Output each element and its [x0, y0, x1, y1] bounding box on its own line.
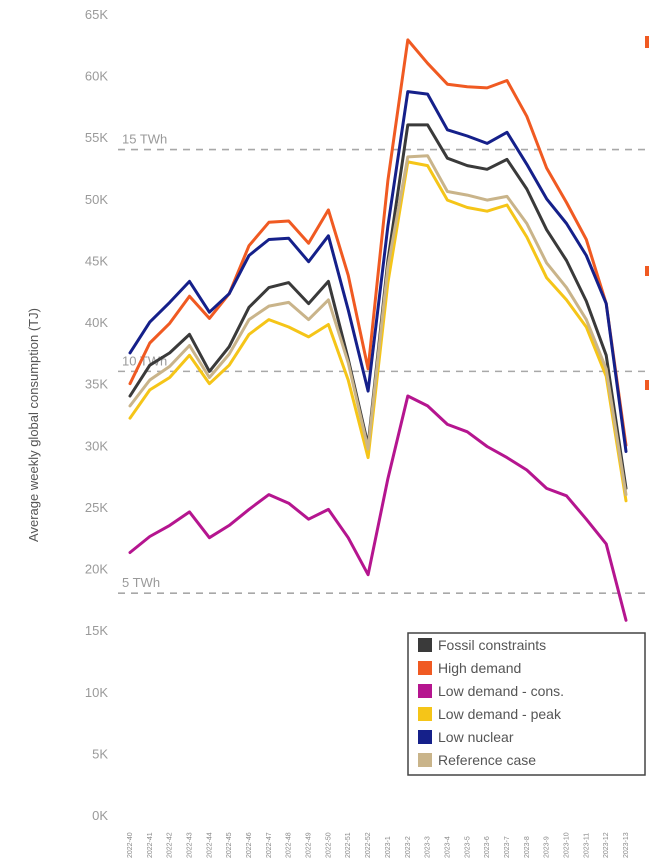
x-tick-label: 2022-46 [246, 832, 253, 858]
x-tick-label: 2022-48 [286, 832, 293, 858]
legend-swatch [418, 661, 432, 675]
y-tick-label: 55K [85, 130, 108, 145]
reference-lines: 15 TWh 10 TWh 5 TWh [118, 132, 649, 594]
y-tick-label: 30K [85, 438, 108, 453]
legend-swatch [418, 707, 432, 721]
series-line-5 [128, 154, 628, 497]
y-tick-label: 10K [85, 685, 108, 700]
x-tick-label: 2023-1 [385, 836, 392, 858]
x-tick-label: 2023-10 [563, 832, 570, 858]
series-line-3 [128, 160, 628, 503]
legend-label: Low demand - peak [438, 706, 562, 722]
x-tick-label: 2023-13 [623, 832, 630, 858]
series-line-4 [128, 90, 628, 453]
y-tick-label: 50K [85, 192, 108, 207]
legend-swatch [418, 730, 432, 744]
x-axis-ticks: 2022-40 2022-41 2022-42 2022-43 2022-44 2022-… [127, 832, 630, 858]
x-tick-label: 2023-7 [504, 836, 511, 858]
x-tick-label: 2022-43 [187, 832, 194, 858]
x-tick-label: 2022-51 [345, 832, 352, 858]
x-tick-label: 2023-3 [425, 836, 432, 858]
reference-line-label: 10 TWh [122, 353, 167, 368]
legend-box: Fossil constraints High demand Low demand … [407, 632, 646, 776]
x-tick-label: 2023-12 [603, 832, 610, 858]
y-tick-label: 15K [85, 623, 108, 638]
x-tick-label: 2022-49 [306, 832, 313, 858]
legend-label: Low demand - cons. [438, 683, 564, 699]
right-marker-3 [645, 380, 649, 390]
series-line-2 [128, 394, 628, 622]
reference-line-label: 15 TWh [122, 132, 167, 147]
x-tick-label: 2023-9 [544, 836, 551, 858]
y-tick-label: 20K [85, 562, 108, 577]
reference-line-label: 5 TWh [122, 575, 160, 590]
y-axis-ticks: 0K 5K 10K 15K 20K 25K 30K 35K 40K 45K 50K 55K 60K 65K [85, 7, 108, 823]
x-tick-label: 2023-4 [444, 836, 451, 858]
y-tick-label: 40K [85, 315, 108, 330]
x-tick-label: 2023-8 [524, 836, 531, 858]
x-tick-label: 2022-45 [226, 832, 233, 858]
x-tick-label: 2022-44 [206, 832, 213, 858]
y-tick-label: 0K [92, 808, 108, 823]
y-tick-label: 25K [85, 500, 108, 515]
legend-label: Low nuclear [438, 729, 514, 745]
x-tick-label: 2022-52 [365, 832, 372, 858]
legend-swatch [418, 753, 432, 767]
x-tick-label: 2023-11 [583, 833, 590, 858]
legend-items: Fossil constraints High demand Low demand … [418, 637, 564, 768]
x-tick-label: 2022-42 [167, 832, 174, 858]
x-tick-label: 2022-50 [325, 832, 332, 858]
y-tick-label: 35K [85, 377, 108, 392]
legend-label: High demand [438, 660, 521, 676]
x-tick-label: 2023-5 [464, 836, 471, 858]
series-lines [128, 38, 628, 622]
x-tick-label: 2022-40 [127, 832, 134, 858]
legend-label: Reference case [438, 752, 536, 768]
right-marker-1 [645, 36, 649, 48]
series-line-1 [128, 38, 628, 447]
legend-label: Fossil constraints [438, 637, 546, 653]
y-tick-label: 5K [92, 746, 108, 761]
x-tick-label: 2023-6 [484, 836, 491, 858]
right-marker-2 [645, 266, 649, 276]
y-tick-label: 65K [85, 7, 108, 22]
x-tick-label: 2023-2 [405, 836, 412, 858]
legend-swatch [418, 638, 432, 652]
y-tick-label: 45K [85, 253, 108, 268]
y-tick-label: 60K [85, 69, 108, 84]
y-axis-label: Average weekly global consumption (TJ) [26, 308, 41, 542]
x-tick-label: 2022-47 [266, 832, 273, 858]
legend-swatch [418, 684, 432, 698]
x-tick-label: 2022-41 [147, 832, 154, 858]
